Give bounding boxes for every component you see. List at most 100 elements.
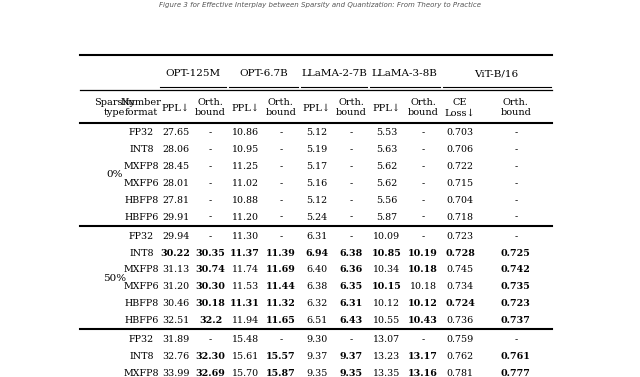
- Text: 5.53: 5.53: [376, 129, 397, 137]
- Text: -: -: [209, 145, 212, 154]
- Text: -: -: [514, 335, 517, 344]
- Text: 13.17: 13.17: [408, 352, 438, 361]
- Text: -: -: [209, 162, 212, 171]
- Text: PPL↓: PPL↓: [303, 103, 331, 112]
- Text: 11.44: 11.44: [266, 282, 296, 291]
- Text: MXFP8: MXFP8: [124, 265, 159, 274]
- Text: Orth.
bound: Orth. bound: [195, 98, 226, 118]
- Text: 10.15: 10.15: [372, 282, 402, 291]
- Text: 10.95: 10.95: [232, 145, 259, 154]
- Text: 0.777: 0.777: [500, 369, 531, 377]
- Text: Orth.
bound: Orth. bound: [266, 98, 296, 118]
- Text: 11.30: 11.30: [232, 232, 259, 241]
- Text: 0.781: 0.781: [447, 369, 474, 377]
- Text: 31.13: 31.13: [162, 265, 189, 274]
- Text: 11.20: 11.20: [232, 213, 259, 222]
- Text: FP32: FP32: [129, 129, 154, 137]
- Text: -: -: [209, 129, 212, 137]
- Text: 0.725: 0.725: [501, 248, 531, 257]
- Text: -: -: [421, 196, 424, 205]
- Text: INT8: INT8: [129, 352, 154, 361]
- Text: 28.45: 28.45: [162, 162, 189, 171]
- Text: Figure 3 for Effective Interplay between Sparsity and Quantization: From Theory : Figure 3 for Effective Interplay between…: [159, 2, 481, 8]
- Text: 32.76: 32.76: [162, 352, 189, 361]
- Text: 28.01: 28.01: [162, 179, 189, 188]
- Text: 0.728: 0.728: [445, 248, 475, 257]
- Text: -: -: [421, 145, 424, 154]
- Text: 10.18: 10.18: [410, 282, 436, 291]
- Text: ViT-B/16: ViT-B/16: [475, 69, 518, 78]
- Text: 9.35: 9.35: [340, 369, 363, 377]
- Text: 0.706: 0.706: [447, 145, 474, 154]
- Text: 10.09: 10.09: [373, 232, 401, 241]
- Text: 0.718: 0.718: [447, 213, 474, 222]
- Text: 10.88: 10.88: [232, 196, 259, 205]
- Text: 10.43: 10.43: [408, 316, 438, 325]
- Text: -: -: [421, 129, 424, 137]
- Text: 11.32: 11.32: [266, 299, 296, 308]
- Text: MXFP6: MXFP6: [124, 179, 159, 188]
- Text: 10.12: 10.12: [373, 299, 400, 308]
- Text: 15.57: 15.57: [266, 352, 296, 361]
- Text: 11.94: 11.94: [232, 316, 259, 325]
- Text: -: -: [514, 145, 517, 154]
- Text: -: -: [421, 179, 424, 188]
- Text: 5.56: 5.56: [376, 196, 397, 205]
- Text: 27.81: 27.81: [162, 196, 189, 205]
- Text: INT8: INT8: [129, 145, 154, 154]
- Text: -: -: [349, 335, 353, 344]
- Text: -: -: [209, 213, 212, 222]
- Text: -: -: [279, 335, 282, 344]
- Text: 50%: 50%: [102, 274, 126, 283]
- Text: 11.53: 11.53: [232, 282, 259, 291]
- Text: 0.737: 0.737: [500, 316, 531, 325]
- Text: 31.20: 31.20: [162, 282, 189, 291]
- Text: 0.745: 0.745: [447, 265, 474, 274]
- Text: 9.37: 9.37: [340, 352, 363, 361]
- Text: -: -: [279, 179, 282, 188]
- Text: 30.35: 30.35: [196, 248, 225, 257]
- Text: LLaMA-3-8B: LLaMA-3-8B: [372, 69, 438, 78]
- Text: -: -: [279, 213, 282, 222]
- Text: 0.703: 0.703: [447, 129, 474, 137]
- Text: 0.759: 0.759: [447, 335, 474, 344]
- Text: 0.715: 0.715: [447, 179, 474, 188]
- Text: -: -: [209, 232, 212, 241]
- Text: 11.69: 11.69: [266, 265, 296, 274]
- Text: 33.99: 33.99: [162, 369, 189, 377]
- Text: 6.43: 6.43: [340, 316, 363, 325]
- Text: 0.723: 0.723: [447, 232, 474, 241]
- Text: HBFP8: HBFP8: [124, 299, 159, 308]
- Text: -: -: [421, 162, 424, 171]
- Text: 32.30: 32.30: [195, 352, 225, 361]
- Text: 6.31: 6.31: [306, 232, 327, 241]
- Text: -: -: [514, 213, 517, 222]
- Text: HBFP6: HBFP6: [124, 213, 159, 222]
- Text: 0.762: 0.762: [447, 352, 474, 361]
- Text: 6.36: 6.36: [340, 265, 363, 274]
- Text: 11.02: 11.02: [232, 179, 259, 188]
- Text: 29.91: 29.91: [162, 213, 189, 222]
- Text: 6.38: 6.38: [340, 248, 363, 257]
- Text: 32.69: 32.69: [196, 369, 225, 377]
- Text: 15.48: 15.48: [232, 335, 259, 344]
- Text: 5.63: 5.63: [376, 145, 397, 154]
- Text: FP32: FP32: [129, 232, 154, 241]
- Text: -: -: [514, 196, 517, 205]
- Text: -: -: [209, 196, 212, 205]
- Text: INT8: INT8: [129, 248, 154, 257]
- Text: 0%: 0%: [106, 170, 122, 179]
- Text: 10.34: 10.34: [373, 265, 401, 274]
- Text: -: -: [421, 232, 424, 241]
- Text: HBFP6: HBFP6: [124, 316, 159, 325]
- Text: 0.761: 0.761: [500, 352, 531, 361]
- Text: 30.30: 30.30: [195, 282, 225, 291]
- Text: 5.87: 5.87: [376, 213, 397, 222]
- Text: -: -: [279, 232, 282, 241]
- Text: 0.735: 0.735: [501, 282, 531, 291]
- Text: -: -: [421, 213, 424, 222]
- Text: 10.18: 10.18: [408, 265, 438, 274]
- Text: 31.89: 31.89: [162, 335, 189, 344]
- Text: 6.51: 6.51: [306, 316, 327, 325]
- Text: Orth.
bound: Orth. bound: [408, 98, 438, 118]
